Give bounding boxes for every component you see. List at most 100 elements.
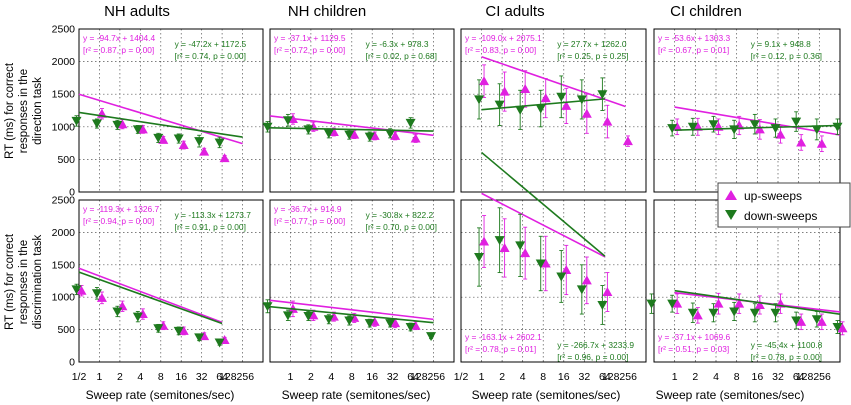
data-point-down xyxy=(153,324,164,334)
y-tick-label: 1500 xyxy=(52,259,76,271)
legend-up-marker-icon xyxy=(725,190,737,200)
data-point-up xyxy=(199,146,210,156)
panel-frame xyxy=(269,199,455,363)
data-point-up xyxy=(816,138,827,148)
ylabel-row1-line2: responses in the xyxy=(18,69,30,153)
data-point-down xyxy=(344,316,355,326)
equation-up: y = -163.1x + 2602.1 xyxy=(465,332,542,342)
x-tick-label: 64 xyxy=(793,371,805,383)
x-tick-label: 2 xyxy=(692,371,698,383)
title-nh-children: NH children xyxy=(288,3,366,20)
x-tick-label: 64 xyxy=(216,371,228,383)
data-point-up xyxy=(796,137,807,147)
data-point-down xyxy=(364,319,375,329)
x-tick-label: 2 xyxy=(308,371,314,383)
panel-nh-children-direction: y = -37.1x + 1129.5 [r² = 0.72, p = 0.00]… xyxy=(262,28,455,193)
legend-box xyxy=(717,182,851,228)
y-tick-label: 0 xyxy=(69,357,75,369)
x-tick-label: 16 xyxy=(751,371,763,383)
x-tick-label: 2 xyxy=(499,371,505,383)
regression-line-up xyxy=(269,115,434,137)
data-point-down xyxy=(364,132,375,142)
equation-down: y = -6.3x + 978.3 xyxy=(366,39,429,49)
y-tick-label: 2500 xyxy=(52,24,76,36)
x-tick-label: 2 xyxy=(117,371,123,383)
data-point-up xyxy=(96,292,107,302)
ylabel-row1-line3: direction task xyxy=(32,77,44,145)
data-point-down xyxy=(535,259,546,269)
data-point-down xyxy=(112,307,123,317)
data-point-up xyxy=(479,236,490,246)
equation-up: y = -94.7x + 1404.4 xyxy=(83,33,156,43)
data-point-down xyxy=(729,125,740,135)
panel-ci-adults-discrimination: y = -163.1x + 2602.1 [r² = 0.78, p = 0.01… xyxy=(460,151,647,363)
x-tick-label: 128256 xyxy=(410,371,445,383)
plot-area xyxy=(270,29,454,192)
data-point-down xyxy=(405,118,416,128)
data-point-down xyxy=(323,315,334,325)
equation-up: y = -37.1x + 1129.5 xyxy=(274,33,346,43)
data-point-down xyxy=(282,116,293,126)
y-tick-label: 0 xyxy=(69,187,75,199)
data-point-up xyxy=(479,76,490,86)
data-point-up xyxy=(561,264,572,274)
data-point-down xyxy=(597,90,608,100)
panel-frame xyxy=(460,199,647,363)
data-point-down xyxy=(556,272,567,282)
stat-up: [r² = 0.67, p = 0.01] xyxy=(658,45,729,55)
data-point-down xyxy=(214,138,225,148)
panel-frame xyxy=(78,199,264,363)
xlabel-col2: Sweep rate (semitones/sec) xyxy=(282,388,431,402)
x-axis-labels: Sweep rate (semitones/sec) Sweep rate (s… xyxy=(86,388,805,402)
x-tick-label: 16 xyxy=(558,371,570,383)
x-tick-label: 32 xyxy=(578,371,590,383)
data-point-up xyxy=(499,242,510,252)
data-point-up xyxy=(137,124,148,134)
data-point-down xyxy=(687,308,698,318)
data-point-down xyxy=(214,338,225,348)
data-point-down xyxy=(515,241,526,251)
equation-down: y = 27.7x + 1262.0 xyxy=(557,39,627,49)
data-point-down xyxy=(576,95,587,105)
regression-line-up xyxy=(78,93,243,145)
y-tick-label: 1000 xyxy=(52,121,76,133)
data-point-down xyxy=(303,311,314,321)
data-point-up xyxy=(520,248,531,258)
data-point-down xyxy=(494,100,505,110)
y-tick-label: 500 xyxy=(57,154,75,166)
data-point-up xyxy=(602,287,613,297)
regression-line-down xyxy=(269,127,434,132)
plot-area xyxy=(461,29,646,192)
stat-up: [r² = 0.51, p = 0.03] xyxy=(658,344,729,354)
ylabel-row1-line1: RT (ms) for correct xyxy=(4,62,16,159)
x-tick-label: 8 xyxy=(734,371,740,383)
data-point-down xyxy=(770,308,781,318)
data-point-up xyxy=(540,93,551,103)
data-point-up xyxy=(178,325,189,335)
ylabel-row2-line3: discrimination task xyxy=(32,234,44,329)
equation-down: y = -47.2x + 1172.5 xyxy=(175,39,247,49)
data-point-up xyxy=(520,83,531,93)
x-tick-label: 1/2 xyxy=(454,371,469,383)
stat-up: [r² = 0.94, p = 0.00] xyxy=(83,216,154,226)
data-point-down xyxy=(323,129,334,139)
x-tick-label: 128256 xyxy=(219,371,254,383)
legend: up-sweeps down-sweeps xyxy=(717,182,851,228)
ylabel-row2-line1: RT (ms) for correct xyxy=(4,233,16,330)
y-tick-label: 1500 xyxy=(52,89,76,101)
x-tick-label: 4 xyxy=(713,371,719,383)
y-tick-label: 2500 xyxy=(52,195,76,207)
x-tick-label: 16 xyxy=(366,371,378,383)
data-point-down xyxy=(667,299,678,309)
x-tick-label: 8 xyxy=(349,371,355,383)
stat-down: [r² = 0.96, p = 0.00] xyxy=(557,352,628,362)
equation-up: y = -119.3x + 1326.7 xyxy=(83,204,160,214)
data-point-down xyxy=(194,137,205,147)
data-point-down xyxy=(474,95,485,105)
data-point-down xyxy=(71,285,82,295)
data-point-up xyxy=(581,108,592,118)
x-tick-label: 4 xyxy=(137,371,143,383)
panel-nh-adults-direction: 0 500 1000 1500 2000 2500 y = -94.7x + 1404.4 [… xyxy=(52,24,264,199)
data-point-down xyxy=(729,307,740,317)
data-point-down xyxy=(556,92,567,102)
